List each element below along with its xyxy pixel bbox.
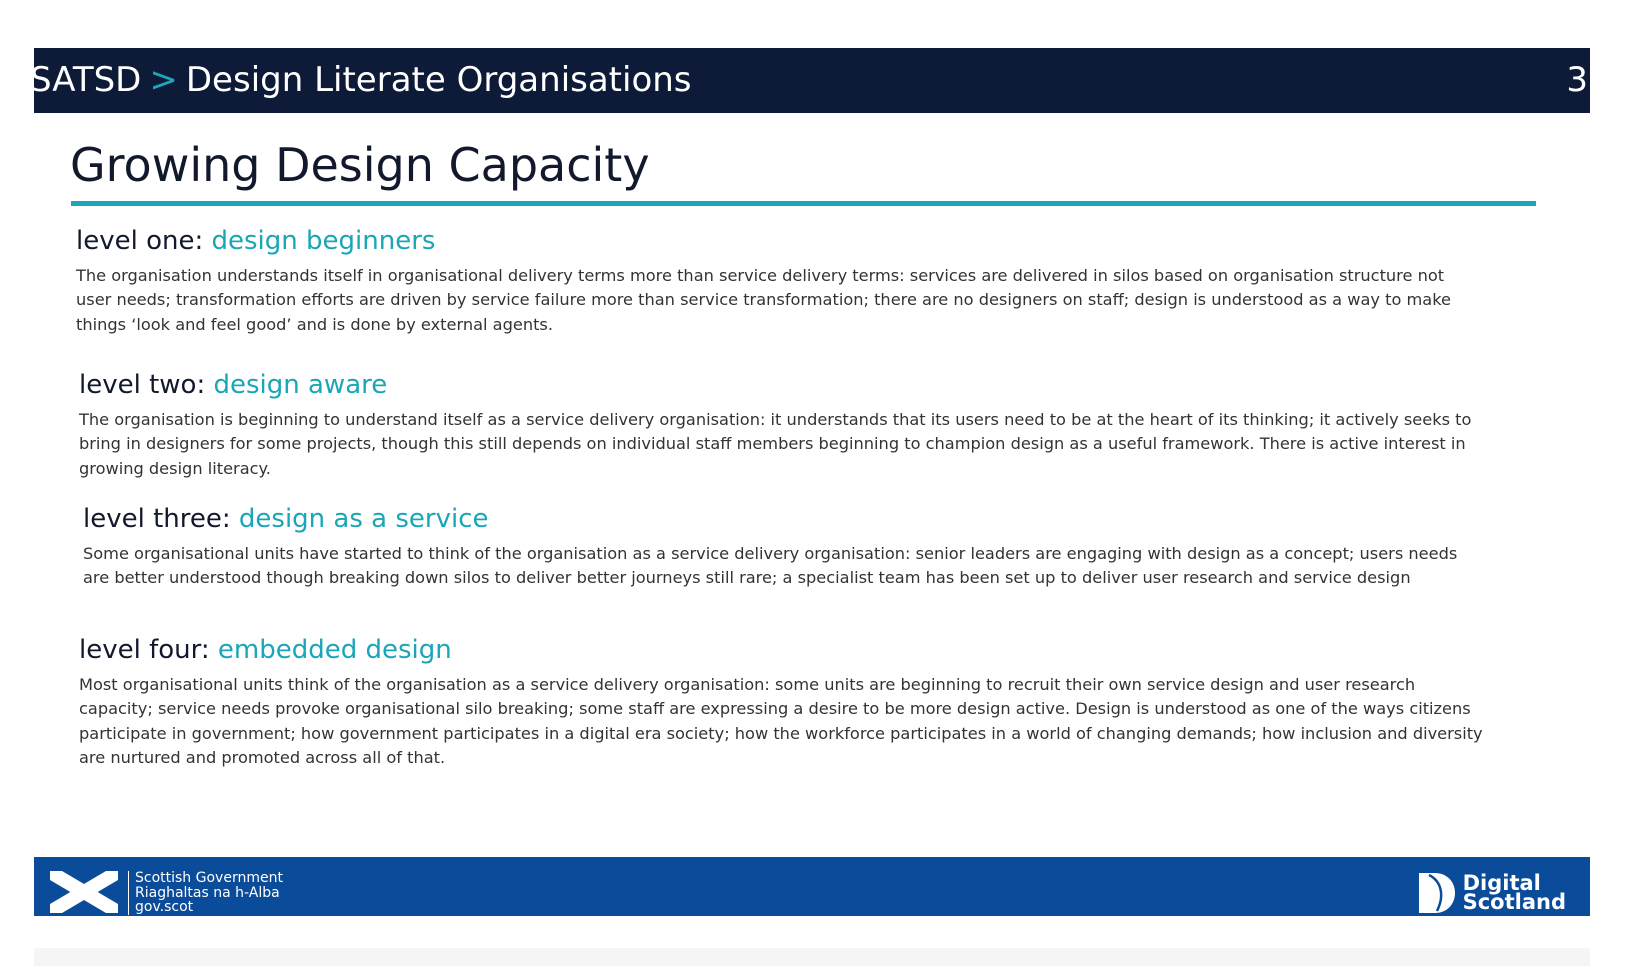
level-description: Most organisational units think of the o… — [79, 675, 1483, 768]
level-description: The organisation understands itself in o… — [76, 266, 1451, 334]
saltire-flag-icon — [50, 871, 118, 913]
government-name: Scottish Government — [135, 870, 283, 886]
presentation-slide: SATSD > Design Literate Organisations 3 Gr… — [34, 48, 1590, 916]
government-name-gaelic: Riaghaltas na h-Alba — [135, 884, 280, 901]
level-label: level three: — [83, 504, 231, 534]
digital-scotland-d-icon — [1418, 873, 1455, 913]
title-underline — [71, 201, 1536, 206]
wordmark-line-1: Digital — [1462, 871, 1541, 895]
scottish-government-logo: Scottish Government Riaghaltas na h-Alba… — [50, 871, 283, 915]
background-strip — [34, 948, 1590, 966]
level-heading: level two: design aware — [79, 368, 1479, 402]
slide-header-bar: SATSD > Design Literate Organisations 3 — [34, 48, 1590, 113]
level-heading: level three: design as a service — [83, 502, 1463, 536]
level-one-section: level one: design beginners The organisa… — [76, 224, 1476, 337]
level-heading: level one: design beginners — [76, 224, 1476, 258]
breadcrumb-separator: > — [149, 60, 178, 100]
level-two-section: level two: design aware The organisation… — [79, 368, 1479, 481]
level-heading: level four: embedded design — [79, 633, 1489, 667]
level-name: design aware — [213, 370, 388, 400]
digital-scotland-logo: Digital Scotland — [1417, 871, 1566, 915]
slide-title: Growing Design Capacity — [70, 138, 650, 192]
government-wordmark: Scottish Government Riaghaltas na h-Alba… — [128, 871, 283, 915]
government-website: gov.scot — [135, 899, 194, 915]
level-name: embedded design — [217, 635, 452, 665]
level-four-section: level four: embedded design Most organis… — [79, 633, 1489, 771]
level-label: level four: — [79, 635, 210, 665]
level-label: level one: — [76, 226, 204, 256]
digital-scotland-wordmark: Digital Scotland — [1462, 871, 1566, 914]
level-name: design beginners — [211, 226, 436, 256]
page-number: 3 — [1566, 60, 1588, 100]
level-description: The organisation is beginning to underst… — [79, 410, 1472, 478]
wordmark-line-2: Scotland — [1462, 890, 1566, 914]
level-name: design as a service — [238, 504, 489, 534]
level-description: Some organisational units have started t… — [83, 544, 1458, 588]
level-label: level two: — [79, 370, 206, 400]
level-three-section: level three: design as a service Some or… — [83, 502, 1463, 591]
breadcrumb: SATSD > Design Literate Organisations — [34, 52, 692, 108]
slide-footer: Scottish Government Riaghaltas na h-Alba… — [34, 857, 1590, 916]
breadcrumb-current-page: Design Literate Organisations — [185, 60, 692, 100]
breadcrumb-root: SATSD — [34, 60, 142, 100]
